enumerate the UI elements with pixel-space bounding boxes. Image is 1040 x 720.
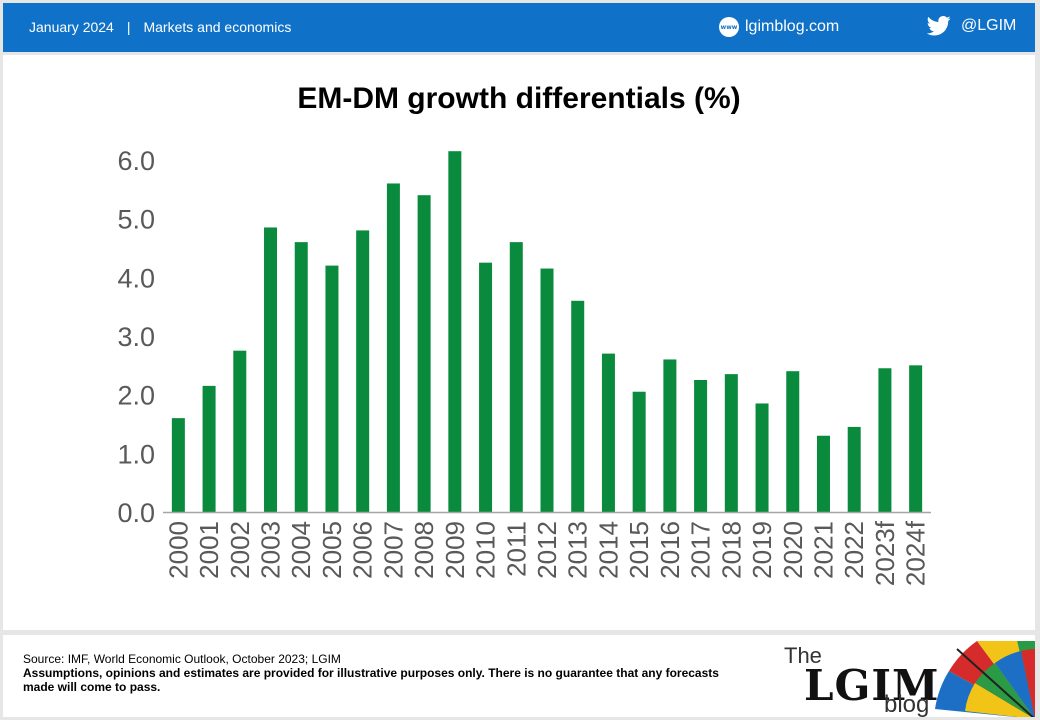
x-tick-label: 2022 xyxy=(839,521,869,579)
bar xyxy=(755,403,769,512)
bar xyxy=(233,350,247,512)
disclaimer-text: Assumptions, opinions and estimates are … xyxy=(23,666,719,694)
x-tick-label: 2004 xyxy=(286,521,316,579)
x-tick-label: 2016 xyxy=(655,521,685,579)
logo-lgim-text: LGIM xyxy=(804,661,940,710)
x-tick-label: 2001 xyxy=(194,521,224,579)
top-banner: January 2024 | Markets and economics www l… xyxy=(3,3,1035,52)
x-tick-label: 2012 xyxy=(532,521,562,579)
x-tick-label: 2009 xyxy=(440,521,470,579)
x-tick-label: 2020 xyxy=(778,521,808,579)
twitter-handle[interactable]: @LGIM xyxy=(961,17,1017,34)
bar xyxy=(540,268,554,512)
x-tick-label: 2002 xyxy=(225,521,255,579)
x-tick-label: 2014 xyxy=(593,521,623,579)
bar xyxy=(509,242,523,512)
banner-separator: | xyxy=(126,19,131,35)
twitter-link[interactable]: @LGIM xyxy=(927,16,1016,36)
x-tick-label: 2023f xyxy=(870,520,900,586)
category-link[interactable]: Markets and economics xyxy=(143,19,292,35)
y-tick-label: 4.0 xyxy=(117,263,155,293)
bar xyxy=(294,242,308,512)
lgim-blog-logo: The LGIM blog xyxy=(781,641,1035,718)
blog-url[interactable]: lgimblog.com xyxy=(745,18,840,35)
x-tick-label: 2024f xyxy=(901,520,931,586)
bar xyxy=(909,365,923,512)
y-tick-label: 6.0 xyxy=(117,146,155,176)
x-tick-label: 2003 xyxy=(256,521,286,579)
logo-blog-text: blog xyxy=(884,691,930,718)
y-tick-label: 0.0 xyxy=(117,498,155,528)
x-tick-label: 2000 xyxy=(163,521,193,579)
x-tick-label: 2021 xyxy=(808,521,838,579)
x-tick-label: 2011 xyxy=(501,521,531,577)
bar xyxy=(356,230,370,512)
x-tick-label: 2019 xyxy=(747,521,777,579)
x-tick-label: 2017 xyxy=(686,521,716,579)
footer: Source: IMF, World Economic Outlook, Oct… xyxy=(3,635,1035,718)
bar xyxy=(479,262,493,512)
x-tick-label: 2008 xyxy=(409,521,439,579)
bar xyxy=(171,418,185,512)
bar xyxy=(448,151,462,512)
bar xyxy=(264,227,278,512)
y-tick-label: 3.0 xyxy=(117,322,155,352)
x-tick-label: 2007 xyxy=(378,521,408,579)
chart-panel: EM-DM growth differentials (%) 0.0 1.0 2.0… xyxy=(3,55,1035,630)
x-tick-label: 2015 xyxy=(624,521,654,579)
x-tick-label: 2018 xyxy=(716,521,746,579)
bar xyxy=(202,385,216,512)
bar xyxy=(786,371,800,512)
bar xyxy=(878,368,892,512)
globe-www-icon: www xyxy=(719,17,739,37)
logo-the-text: The xyxy=(784,643,822,668)
source-note: Source: IMF, World Economic Outlook, Oct… xyxy=(23,652,341,666)
chart-title: EM-DM growth differentials (%) xyxy=(297,82,741,115)
bar xyxy=(816,435,830,512)
blog-link[interactable]: www lgimblog.com xyxy=(719,17,839,37)
bar xyxy=(724,374,738,512)
bar xyxy=(325,265,339,512)
bar xyxy=(571,300,585,512)
x-tick-label: 2005 xyxy=(317,521,347,579)
bar xyxy=(632,391,646,512)
banner-meta: January 2024 | Markets and economics xyxy=(29,19,291,35)
bar xyxy=(601,353,615,512)
y-tick-label: 1.0 xyxy=(117,439,155,469)
twitter-bird-icon xyxy=(927,16,951,36)
x-tick-label: 2006 xyxy=(348,521,378,579)
umbrella-icon xyxy=(935,641,1035,717)
bar xyxy=(417,195,431,512)
bar xyxy=(847,426,861,512)
x-tick-label: 2010 xyxy=(471,521,501,579)
x-tick-label: 2013 xyxy=(563,521,593,579)
bar xyxy=(663,359,677,512)
bar xyxy=(386,183,400,512)
publication-date: January 2024 xyxy=(29,19,114,35)
y-tick-label: 2.0 xyxy=(117,381,155,411)
bar xyxy=(694,380,708,512)
y-tick-label: 5.0 xyxy=(117,205,155,235)
